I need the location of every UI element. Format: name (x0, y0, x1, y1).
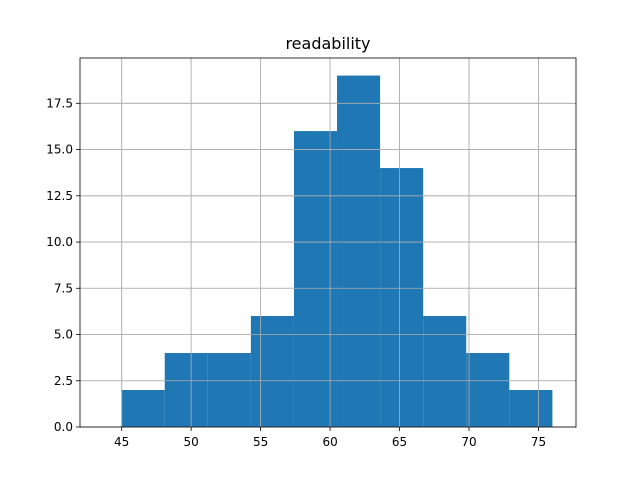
y-tick-label: 0.0 (54, 420, 73, 434)
x-tick-label: 75 (531, 435, 546, 449)
x-tick-label: 60 (322, 435, 337, 449)
y-axis: 0.0 2.5 5.0 7.5 10.0 12.5 15.0 17.5 (46, 96, 80, 434)
histogram-bar (380, 168, 424, 428)
histogram-bar (509, 390, 553, 427)
x-axis: 45 50 55 60 65 70 75 (114, 427, 546, 449)
x-tick-label: 45 (114, 435, 129, 449)
y-tick-label: 7.5 (54, 281, 73, 295)
histogram-bar (250, 316, 294, 427)
y-tick-label: 15.0 (46, 143, 73, 157)
x-tick-label: 70 (461, 435, 476, 449)
histogram-bar (207, 353, 251, 427)
y-tick-label: 2.5 (54, 374, 73, 388)
histogram-bar (423, 316, 467, 427)
x-tick-label: 50 (184, 435, 199, 449)
y-tick-label: 12.5 (46, 189, 73, 203)
chart-title: readability (285, 34, 370, 53)
y-tick-label: 17.5 (46, 96, 73, 110)
x-tick-label: 55 (253, 435, 268, 449)
histogram-bar (121, 390, 165, 427)
bars-layer (80, 58, 576, 428)
axes-frame (79, 57, 577, 428)
y-tick-label: 10.0 (46, 235, 73, 249)
x-tick-label: 65 (392, 435, 407, 449)
histogram-bar (164, 353, 208, 427)
histogram-bar (293, 131, 338, 427)
y-tick-label: 5.0 (54, 328, 73, 342)
histogram-bar (337, 75, 381, 428)
histogram-bar (466, 353, 510, 427)
